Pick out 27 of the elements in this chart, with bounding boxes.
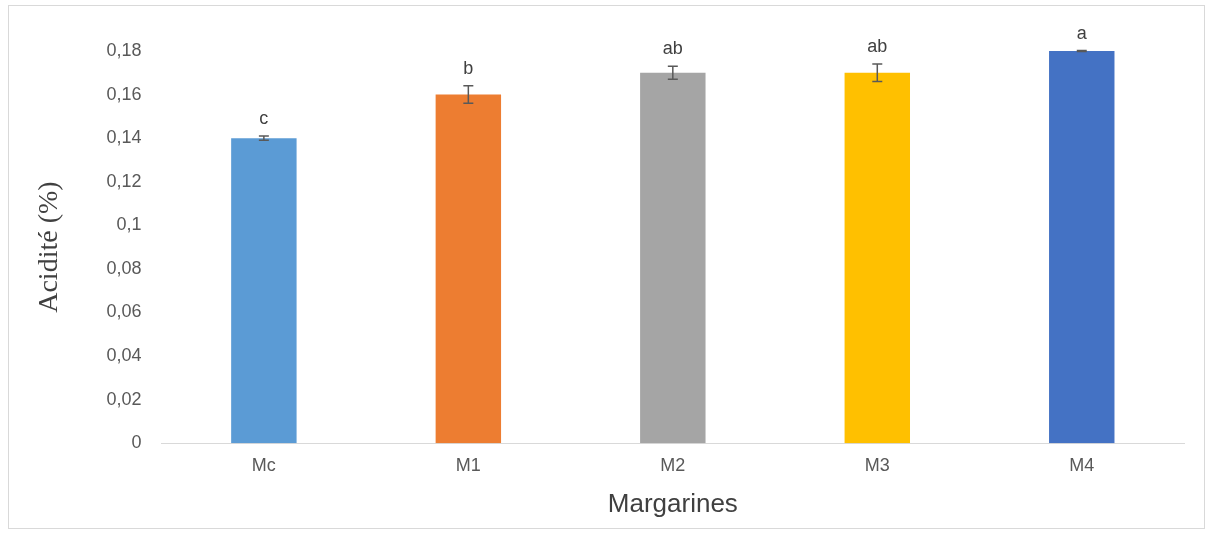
x-tick-label: M2	[660, 454, 686, 475]
y-tick-label: 0,02	[106, 388, 142, 409]
y-tick-label: 0,1	[116, 214, 142, 235]
x-tick-label: M3	[864, 454, 890, 475]
y-tick-label: 0	[131, 432, 142, 453]
bar	[640, 72, 706, 444]
annotation: c	[259, 107, 269, 128]
x-tick-label: M1	[455, 454, 481, 475]
y-axis-title: Acidité (%)	[32, 181, 64, 313]
annotation: ab	[662, 38, 683, 59]
y-tick-label: 0,06	[106, 301, 142, 322]
x-tick-label: M4	[1069, 454, 1095, 475]
bar	[1049, 51, 1115, 444]
bar	[231, 138, 297, 444]
bar	[435, 94, 502, 444]
x-axis-title: Margarines	[607, 487, 738, 518]
y-tick-label: 0,12	[106, 170, 142, 191]
annotation: b	[463, 57, 474, 78]
y-tick-label: 0,16	[106, 83, 142, 104]
bar	[844, 72, 911, 444]
y-tick-label: 0,18	[106, 39, 142, 60]
x-tick-label: Mc	[251, 454, 276, 475]
annotation: a	[1076, 22, 1088, 43]
y-tick-label: 0,04	[106, 345, 142, 366]
y-tick-label: 0,14	[106, 127, 142, 148]
y-tick-label: 0,08	[106, 257, 142, 278]
annotation: ab	[867, 36, 888, 57]
